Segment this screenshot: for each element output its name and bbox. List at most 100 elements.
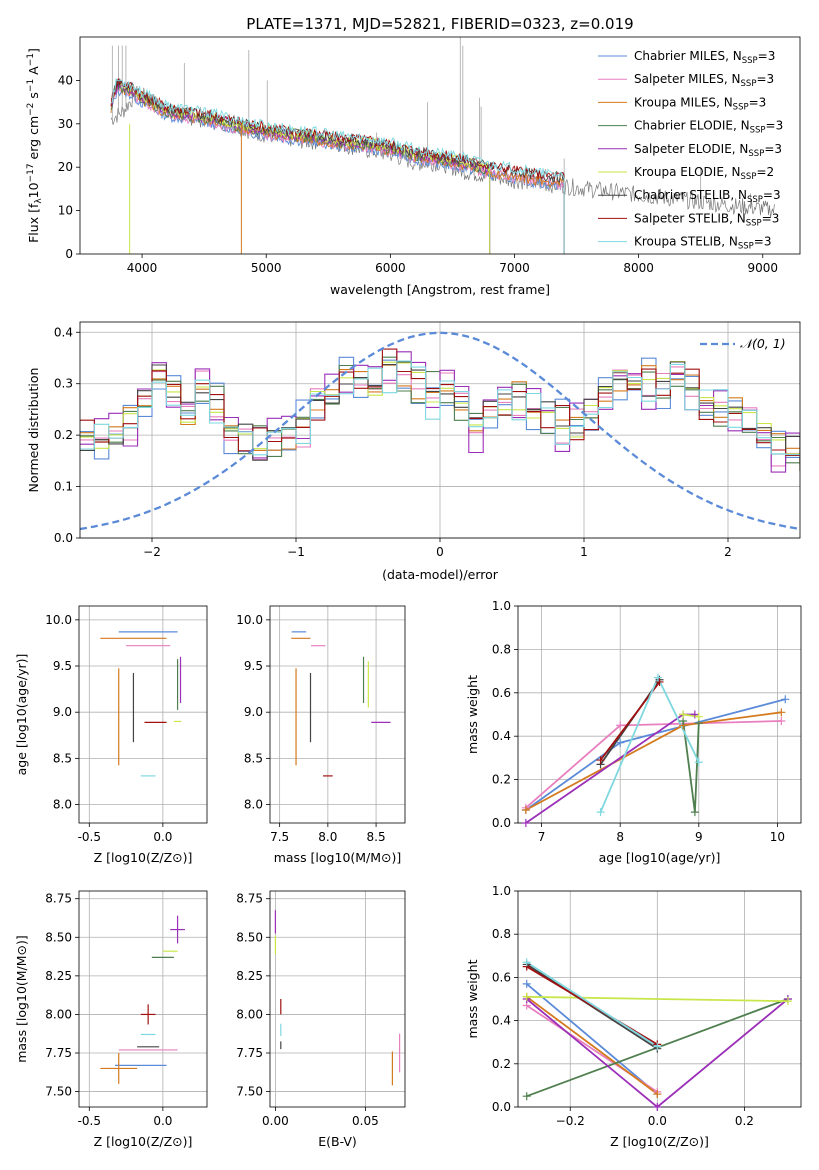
y-tick-label: 8.00: [236, 1007, 263, 1021]
y-tick-label: 9.0: [244, 705, 263, 719]
weight-marker: [653, 1042, 662, 1051]
y-tick-label: 0.6: [492, 970, 511, 984]
weight-line-kroupa-stelib: [526, 961, 658, 1048]
weight-line-chabrier-stelib: [526, 963, 658, 1050]
weight-marker: [781, 695, 790, 704]
legend-entry: Salpeter STELIB, NSSP=3: [634, 211, 779, 228]
x-tick-label: 0.2: [735, 1114, 754, 1128]
y-tick-label: 7.75: [45, 1046, 72, 1060]
weight-line-salpeter-elodie: [525, 713, 695, 823]
y-tick-label: 0.2: [492, 1057, 511, 1071]
y-tick-label: 1.0: [492, 884, 511, 898]
x-tick-label: 8.0: [318, 830, 337, 844]
weight-line-salpeter-stelib: [526, 965, 658, 1046]
x-axis-label: wavelength [Angstrom, rest frame]: [330, 282, 550, 297]
residual-hist-chabrier-stelib: [80, 361, 800, 472]
x-axis-label: Z [log10(Z/Z⊙)]: [94, 850, 193, 865]
x-tick-label: 7000: [499, 261, 530, 275]
y-tick-label: 10.0: [236, 613, 263, 627]
x-tick-label: 9000: [747, 261, 778, 275]
legend-entry: Kroupa STELIB, NSSP=3: [634, 235, 772, 252]
weight-marker: [616, 721, 625, 730]
x-tick-label: 4000: [127, 261, 158, 275]
panel-age-vs-Z: -0.5 0.0 8.0 8.5 9.0 9.5 10.0 Z [log10(Z/Z⊙)] ag…: [14, 605, 208, 865]
weight-line-chabrier-miles: [526, 983, 658, 1095]
panel-age-vs-mass: 7.5 8.0 8.5 8.0 8.5 9.0 9.5 10.0 mass [log10(M/M…: [236, 605, 406, 865]
weight-marker: [783, 997, 792, 1006]
x-axis-label: E(B-V): [318, 1134, 357, 1149]
plot-area: [274, 910, 401, 1086]
y-axis-label: Flux [fλ10−17 erg cm−2 s−1 A−1]: [26, 48, 44, 243]
weight-line-kroupa-stelib: [599, 675, 700, 813]
weight-marker: [522, 979, 531, 988]
residual-hist-salpeter-elodie: [80, 351, 800, 473]
y-axis-label: Normed distribution: [26, 368, 41, 493]
plot-area: [100, 631, 182, 777]
x-axis-label: Z [log10(Z/Z⊙)]: [94, 1134, 193, 1149]
weight-marker: [694, 758, 703, 767]
model-spectrum-kroupa-stelib: [110, 77, 565, 254]
weight-line-kroupa-miles: [526, 996, 658, 1095]
x-tick-label: −1: [287, 545, 305, 559]
y-axis-label: mass weight: [465, 675, 480, 754]
legend-entry: Salpeter MILES, NSSP=3: [634, 72, 774, 89]
x-tick-label: 8.5: [367, 830, 386, 844]
y-tick-label: 0.4: [492, 729, 511, 743]
weight-marker: [777, 708, 786, 717]
legend-entry: Chabrier MILES, NSSP=3: [634, 49, 775, 66]
y-tick-label: 8.75: [236, 892, 263, 906]
legend-entry: Chabrier ELODIE, NSSP=3: [634, 119, 783, 136]
weight-marker: [653, 1090, 662, 1099]
legend-entry: Salpeter ELODIE, NSSP=3: [634, 142, 782, 159]
residual-hist-kroupa-stelib: [80, 360, 800, 457]
errorbar-point: [100, 1053, 138, 1084]
axes-frame: [79, 321, 801, 539]
panel-mass-vs-Z: -0.5 0.0 7.50 7.75 8.00 8.25 8.50 8.75 Z [log10(…: [14, 890, 208, 1149]
weight-marker: [690, 808, 699, 817]
x-tick-label: 0.0: [153, 830, 172, 844]
y-tick-label: 8.75: [45, 892, 72, 906]
x-tick-label: 0.05: [352, 1114, 379, 1128]
y-tick-label: 0.8: [492, 927, 511, 941]
y-tick-label: 8.5: [53, 751, 72, 765]
weight-marker: [522, 958, 531, 967]
x-axis-label: Z [log10(Z/Z⊙)]: [610, 1134, 709, 1149]
x-tick-label: -0.5: [78, 830, 101, 844]
panel-spectrum: 4000 5000 6000 7000 8000 9000 0 10 20 30 40 Chabrie…: [26, 36, 801, 297]
y-axis-label: mass [log10(M/M⊙)]: [14, 935, 29, 1063]
errorbar-point: [140, 1004, 156, 1025]
x-tick-label: 7.5: [270, 830, 289, 844]
x-tick-label: 8: [616, 830, 624, 844]
axes-frame: [78, 890, 208, 1108]
weight-marker: [653, 673, 662, 682]
y-tick-label: 0.0: [492, 1100, 511, 1114]
x-tick-label: 10: [770, 830, 785, 844]
x-tick-label: 5000: [251, 261, 282, 275]
x-tick-label: 0.00: [262, 1114, 289, 1128]
x-tick-label: −0.2: [556, 1114, 585, 1128]
weight-marker: [616, 738, 625, 747]
y-tick-label: 0.8: [492, 642, 511, 656]
y-tick-label: 1.0: [492, 599, 511, 613]
y-tick-label: 0: [65, 247, 73, 261]
x-axis-label: mass [log10(M/M⊙)]: [274, 850, 402, 865]
y-tick-label: 9.5: [244, 659, 263, 673]
y-tick-label: 7.75: [236, 1046, 263, 1060]
y-tick-label: 7.50: [236, 1085, 263, 1099]
residual-hist-salpeter-miles: [80, 366, 800, 467]
y-tick-label: 8.0: [53, 798, 72, 812]
weight-marker: [679, 710, 688, 719]
y-tick-label: 0.6: [492, 686, 511, 700]
y-tick-label: 10.0: [45, 613, 72, 627]
plot-area: [80, 331, 800, 531]
x-tick-label: 9: [695, 830, 703, 844]
y-tick-label: 0.4: [54, 325, 73, 339]
y-axis-label: mass weight: [465, 959, 480, 1038]
weight-marker: [522, 1092, 531, 1101]
y-tick-label: 8.25: [45, 969, 72, 983]
legend: Chabrier MILES, NSSP=3 Salpeter MILES, NS…: [598, 49, 783, 252]
panel-mass-vs-EBV: 0.00 0.05 7.50 7.75 8.00 8.25 8.50 8.75 E(B-V): [236, 890, 406, 1149]
x-axis-label: age [log10(age/yr)]: [599, 850, 721, 865]
x-tick-label: 2: [724, 545, 732, 559]
residual-hist-kroupa-elodie: [80, 360, 800, 467]
